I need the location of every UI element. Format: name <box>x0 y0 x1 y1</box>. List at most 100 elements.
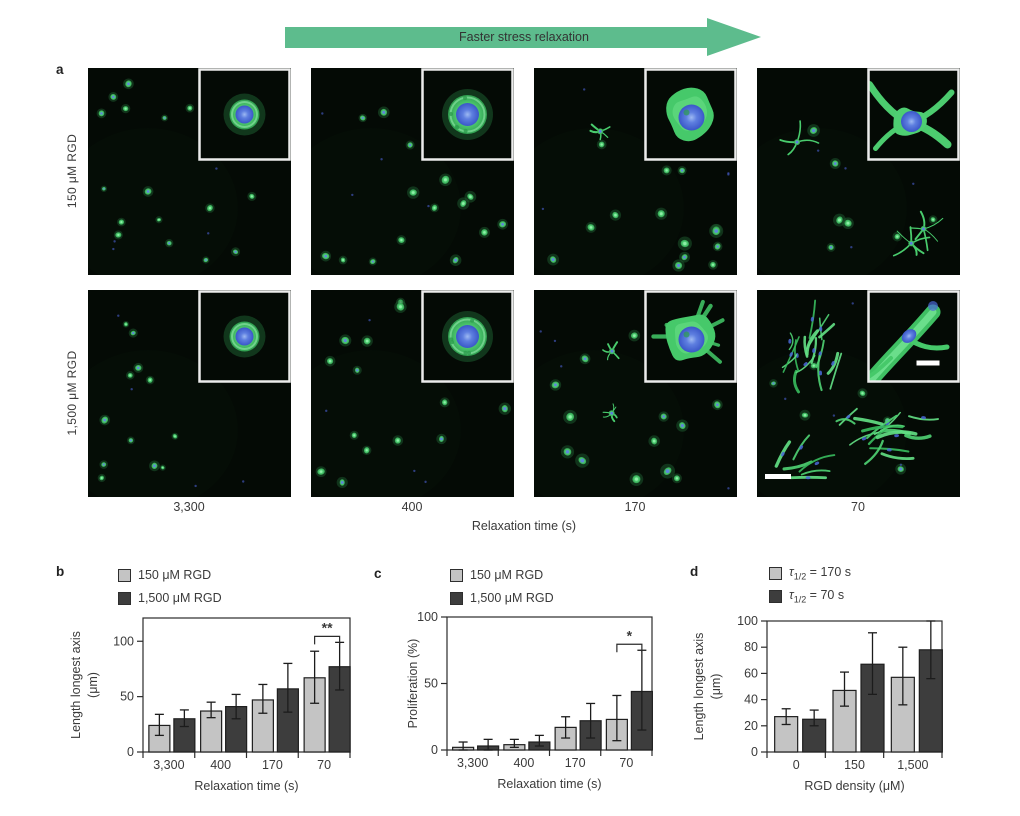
legend-label: τ1/2 = 70 s <box>789 587 845 605</box>
panel-letter-b: b <box>56 564 65 579</box>
legend-label: 1,500 μM RGD <box>138 591 222 605</box>
chart-svg-c: 0 50 100 Proliferation (%) 3,300 400 170 70 Rela… <box>406 610 653 791</box>
svg-text:(μm): (μm) <box>709 674 723 700</box>
svg-text:100: 100 <box>417 610 438 624</box>
micrograph-svg-r1c4 <box>727 68 960 288</box>
col-label-400: 400 <box>401 500 423 514</box>
svg-text:Proliferation (%): Proliferation (%) <box>406 639 420 729</box>
legend-swatch-150 <box>450 568 463 582</box>
micrograph-r2c4 <box>727 290 960 510</box>
svg-text:Length longest axis: Length longest axis <box>692 633 706 741</box>
inset-border <box>644 290 737 383</box>
inset-border <box>421 290 514 383</box>
stress-relaxation-arrow <box>285 27 709 48</box>
col-label-70: 70 <box>851 500 865 514</box>
micrograph-axis-title: Relaxation time (s) <box>471 519 577 533</box>
svg-text:0: 0 <box>127 745 134 759</box>
svg-text:100: 100 <box>113 634 134 648</box>
micrograph-svg-r2c2 <box>281 290 514 510</box>
svg-text:RGD density (μM): RGD density (μM) <box>804 779 904 793</box>
svg-text:170: 170 <box>565 756 586 770</box>
legend-item: 150 μM RGD <box>118 568 222 582</box>
legend-b: 150 μM RGD 1,500 μM RGD <box>118 568 222 614</box>
legend-item: 1,500 μM RGD <box>450 591 554 605</box>
chart-svg-b: 0 50 100 Length longest axis (μm) 3,300 400 170… <box>69 617 351 793</box>
col-label-170: 170 <box>624 500 646 514</box>
svg-text:Relaxation time (s): Relaxation time (s) <box>497 777 601 791</box>
svg-text:Relaxation time (s): Relaxation time (s) <box>194 779 298 793</box>
inset-border <box>644 68 737 161</box>
row-label-1500: 1,500 μM RGD <box>65 350 79 436</box>
micrograph-r1c4 <box>727 68 960 288</box>
svg-text:50: 50 <box>424 677 438 691</box>
svg-text:0: 0 <box>751 745 758 759</box>
svg-text:60: 60 <box>744 666 758 680</box>
micrograph-svg-r1c2 <box>281 68 514 288</box>
micrograph-r1c1 <box>58 68 291 288</box>
legend-item: 150 μM RGD <box>450 568 554 582</box>
micrograph-svg-r2c4 <box>727 290 960 510</box>
inset-scale-bar <box>916 360 940 366</box>
svg-text:0: 0 <box>793 758 800 772</box>
legend-item: 1,500 μM RGD <box>118 591 222 605</box>
panel-letter-a: a <box>56 62 64 77</box>
micrograph-svg-r1c1 <box>58 68 291 288</box>
legend-item: τ1/2 = 170 s <box>769 564 852 582</box>
inset-border <box>867 68 960 161</box>
micrograph-r1c3 <box>504 68 737 288</box>
inset-border <box>198 290 291 383</box>
chart-proliferation: 0 50 100 Proliferation (%) 3,300 400 170 70 Rela… <box>370 610 670 816</box>
legend-c: 150 μM RGD 1,500 μM RGD <box>450 568 554 614</box>
svg-text:70: 70 <box>619 756 633 770</box>
svg-text:Length longest axis: Length longest axis <box>69 631 83 739</box>
svg-text:0: 0 <box>431 743 438 757</box>
legend-item: τ1/2 = 70 s <box>769 587 851 605</box>
panel-letter-c: c <box>374 566 382 581</box>
micrograph-svg-r2c1 <box>58 290 291 510</box>
legend-swatch-150 <box>118 568 131 582</box>
arrow-head-icon <box>707 18 761 56</box>
svg-text:*: * <box>627 627 633 643</box>
chart-length-vs-relaxation: 0 50 100 Length longest axis (μm) 3,300 400 170… <box>60 610 360 816</box>
svg-text:100: 100 <box>737 614 758 628</box>
micrograph-r2c1 <box>58 290 291 510</box>
row-label-150: 150 μM RGD <box>65 133 79 209</box>
svg-text:3,300: 3,300 <box>153 758 184 772</box>
micrograph-svg-r2c3 <box>504 290 737 510</box>
svg-text:20: 20 <box>744 719 758 733</box>
panel-letter-d: d <box>690 564 699 579</box>
micrograph-r2c2 <box>281 290 514 510</box>
svg-text:1,500: 1,500 <box>897 758 928 772</box>
svg-text:**: ** <box>322 619 333 635</box>
svg-text:70: 70 <box>317 758 331 772</box>
svg-text:(μm): (μm) <box>86 672 100 698</box>
svg-text:400: 400 <box>513 756 534 770</box>
micrograph-r2c3 <box>504 290 737 510</box>
inset-border <box>198 68 291 161</box>
legend-label: 150 μM RGD <box>470 568 544 582</box>
scale-bar <box>765 474 791 479</box>
svg-text:80: 80 <box>744 640 758 654</box>
legend-label: 150 μM RGD <box>138 568 212 582</box>
legend-label: 1,500 μM RGD <box>470 591 554 605</box>
legend-swatch-tau170 <box>769 566 782 580</box>
chart-svg-d: 0 20 40 60 80 100 Length longest axis (μm) 0 150 1… <box>692 614 943 793</box>
inset-border <box>421 68 514 161</box>
inset-border <box>867 290 960 383</box>
svg-text:150: 150 <box>844 758 865 772</box>
legend-swatch-1500 <box>118 591 131 605</box>
legend-label: τ1/2 = 170 s <box>789 564 852 582</box>
svg-text:400: 400 <box>210 758 231 772</box>
micrograph-svg-r1c3 <box>504 68 737 288</box>
legend-swatch-1500 <box>450 591 463 605</box>
chart-length-vs-rgd: 0 20 40 60 80 100 Length longest axis (μm) 0 150 1… <box>690 610 1000 816</box>
svg-text:170: 170 <box>262 758 283 772</box>
svg-text:40: 40 <box>744 693 758 707</box>
arrow-label: Faster stress relaxation <box>459 30 589 44</box>
col-label-3300: 3,300 <box>173 500 205 514</box>
svg-text:50: 50 <box>120 690 134 704</box>
legend-d: τ1/2 = 170 s τ1/2 = 70 s <box>769 564 852 612</box>
micrograph-r1c2 <box>281 68 514 288</box>
svg-text:3,300: 3,300 <box>457 756 488 770</box>
